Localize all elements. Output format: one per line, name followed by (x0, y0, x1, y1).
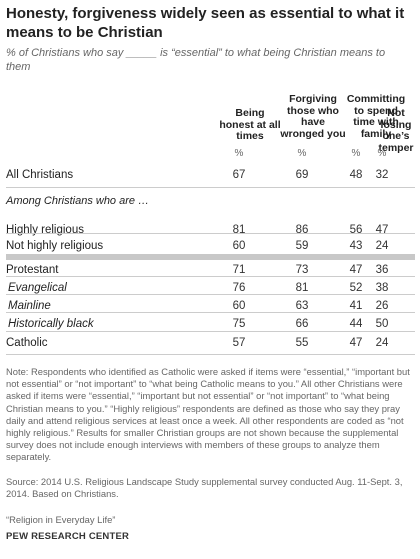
row-label: Mainline (8, 300, 51, 312)
section-divider (6, 254, 415, 260)
table-cell-value: 36 (375, 264, 389, 276)
chart-source: Source: 2014 U.S. Religious Landscape St… (6, 476, 403, 500)
table-cell-value: 24 (375, 240, 389, 252)
table-cell-value: 66 (295, 318, 309, 330)
percent-unit-label: % (297, 148, 307, 159)
table-cell-value: 43 (349, 240, 363, 252)
row-label: Protestant (6, 264, 59, 276)
table-cell-value: 38 (375, 282, 389, 294)
table-cell-value: 86 (295, 224, 309, 236)
table-cell-value: 48 (349, 169, 363, 181)
table-cell-value: 81 (295, 282, 309, 294)
table-row: All Christians 67 69 48 32 (0, 166, 420, 188)
percent-unit-label: % (351, 148, 361, 159)
row-label: Catholic (6, 337, 48, 349)
row-label: Not highly religious (6, 240, 104, 252)
table-row: Historically black 75 66 44 50 (0, 315, 420, 337)
row-divider (6, 312, 415, 313)
table-cell-value: 67 (232, 169, 246, 181)
table-cell-value: 63 (295, 300, 309, 312)
table-row: Protestant 71 73 47 36 (0, 261, 420, 283)
column-header-temper: Not losing one’s temper (378, 107, 414, 154)
row-divider (6, 331, 415, 332)
table-cell-value: 69 (295, 169, 309, 181)
table-cell-value: 71 (232, 264, 246, 276)
row-label: All Christians (6, 169, 74, 181)
column-header-honest: Being honest at all times (219, 107, 281, 142)
table-row: Evangelical 76 81 52 38 (0, 279, 420, 301)
row-divider (6, 233, 415, 234)
section-label-row: Among Christians who are … (0, 192, 420, 214)
table-cell-value: 73 (295, 264, 309, 276)
table-cell-value: 52 (349, 282, 363, 294)
table-cell-value: 32 (375, 169, 389, 181)
table-cell-value: 47 (349, 264, 363, 276)
column-header-family: Committing to spend time with family (346, 93, 406, 140)
table-cell-value: 60 (232, 240, 246, 252)
table-cell-value: 44 (349, 318, 363, 330)
table-row: Mainline 60 63 41 26 (0, 297, 420, 319)
row-label: Historically black (8, 318, 94, 330)
row-label: Highly religious (6, 224, 84, 236)
organization-name: PEW RESEARCH CENTER (6, 531, 130, 542)
table-cell-value: 81 (232, 224, 246, 236)
chart-subtitle: % of Christians who say _____ is “essent… (6, 47, 386, 73)
table-cell-value: 24 (375, 337, 389, 349)
report-title: “Religion in Everyday Life” (6, 514, 116, 525)
percent-unit-label: % (377, 148, 387, 159)
table-cell-value: 57 (232, 337, 246, 349)
row-divider (6, 354, 415, 355)
percent-unit-label: % (234, 148, 244, 159)
row-label: Evangelical (8, 282, 67, 294)
table-cell-value: 55 (295, 337, 309, 349)
chart-title: Honesty, forgiveness widely seen as esse… (6, 5, 405, 41)
table-cell-value: 59 (295, 240, 309, 252)
column-header-forgiving: Forgiving those who have wronged you (280, 93, 346, 140)
table-cell-value: 47 (349, 337, 363, 349)
table-cell-value: 26 (375, 300, 389, 312)
chart-note: Note: Respondents who identified as Cath… (6, 366, 410, 463)
table-row: Catholic 57 55 47 24 (0, 334, 420, 356)
table-cell-value: 41 (349, 300, 363, 312)
row-divider (6, 187, 415, 188)
table-cell-value: 75 (232, 318, 246, 330)
row-divider (6, 294, 415, 295)
section-label: Among Christians who are … (6, 195, 150, 207)
table-cell-value: 47 (375, 224, 389, 236)
table-cell-value: 60 (232, 300, 246, 312)
table-cell-value: 50 (375, 318, 389, 330)
table-cell-value: 76 (232, 282, 246, 294)
table-row: Not highly religious 60 59 43 24 (0, 237, 420, 259)
row-divider (6, 276, 415, 277)
